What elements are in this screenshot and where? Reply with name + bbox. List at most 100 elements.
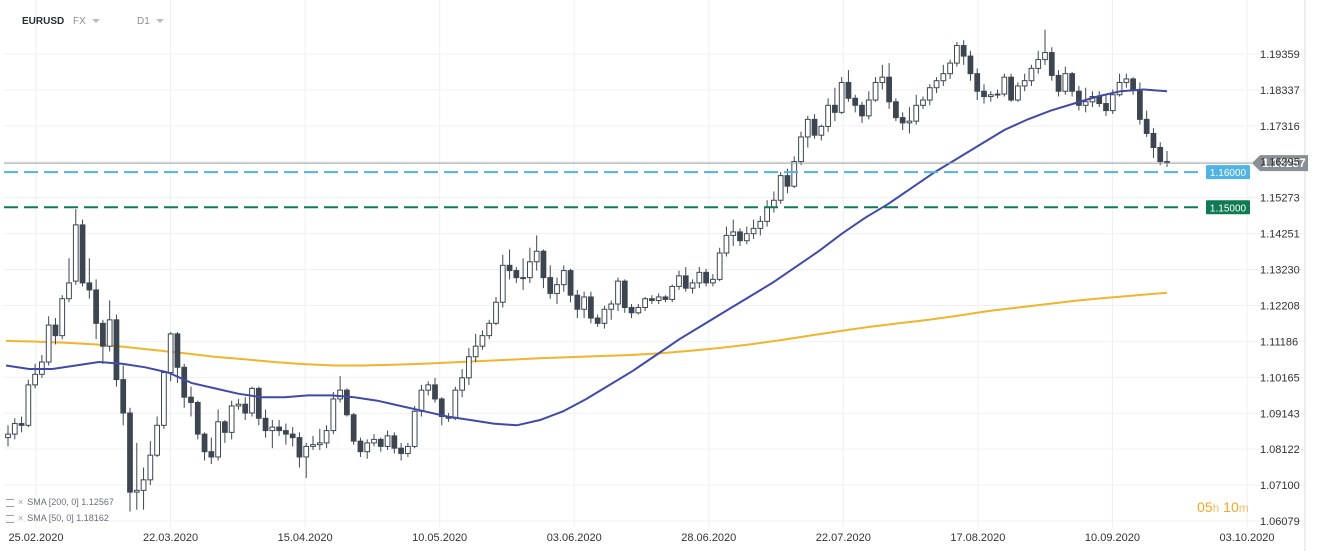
candle [723,226,730,257]
market-selector[interactable]: FX [73,16,100,27]
candle-body [676,275,682,287]
candle [371,434,377,447]
candle [757,216,764,236]
candle [913,94,920,125]
candle-body [920,99,926,106]
y-tick-label: 1.17316 [1260,121,1300,133]
candle-body [940,73,947,82]
legend-sma200: × SMA [200, 0] 1.12567 [6,497,114,507]
candle-body [66,282,72,300]
candle-body [899,117,906,124]
close-icon[interactable]: × [18,513,24,523]
candle-body [59,298,66,337]
candle-body [1130,78,1136,90]
candle [106,300,113,352]
candle [947,59,953,79]
candle-body [696,271,703,284]
candle-body [52,324,59,337]
candle [113,314,120,387]
y-tick-label: 1.12208 [1260,300,1300,312]
candle-body [11,423,18,435]
candle-body [703,271,709,284]
candle [1069,71,1075,97]
candle [730,219,737,246]
candle-body [201,433,208,453]
timeframe-selector[interactable]: D1 [137,16,164,27]
candle [981,84,987,104]
candle-body [1137,88,1143,120]
candle [18,416,25,433]
candle-body [432,384,438,400]
candle [811,114,818,139]
y-tick-label: 1.09143 [1260,408,1300,420]
candle [838,77,845,115]
candle-countdown: 05h 10m [1197,499,1249,515]
candle [174,332,181,384]
candle-body [838,81,845,113]
candle [601,305,608,329]
candle [133,442,140,510]
candle [818,124,825,141]
sma50-line [5,88,1168,427]
candle [798,131,804,166]
candle-body [642,298,648,309]
candle-body [371,438,377,444]
candle-body [533,250,540,263]
candle [384,430,391,450]
candle [466,347,472,385]
candle-body [791,161,798,187]
candle-body [994,93,1001,96]
candle [676,270,682,290]
candle [1123,73,1130,88]
candle-body [303,445,310,458]
y-tick-label: 1.14251 [1260,229,1300,241]
candle [594,314,601,327]
candle [357,437,364,457]
candle-body [777,175,784,201]
candle-body [337,389,343,400]
candle-body [100,322,106,347]
candle [615,277,621,312]
candle [527,247,533,283]
candle [45,316,52,366]
y-tick-label: 1.13230 [1260,265,1300,277]
candle [432,377,438,403]
candle [310,435,316,450]
candle-body [954,45,960,64]
candle-body [323,430,330,444]
candle-body [974,73,981,92]
candle-body [486,322,493,337]
candle [5,425,11,447]
candle [316,428,323,450]
countdown-hours-unit: h [1212,501,1220,515]
close-icon[interactable]: × [18,497,24,507]
candle-body [784,175,791,187]
candle-body [832,104,838,113]
candle [398,442,404,461]
candle [1130,77,1136,95]
level-tag-label: 1.15000 [1210,203,1247,214]
candle [147,441,154,486]
candle-body [601,308,608,324]
candle-body [737,231,743,242]
candle [59,295,66,340]
candle [208,437,215,464]
candle [499,254,506,308]
candle-body [208,451,215,458]
candle-body [391,435,398,449]
candle-body [798,136,804,163]
candle-body [1062,73,1069,92]
candle [194,400,201,440]
candle [296,432,303,468]
candle [560,265,567,292]
candle [628,303,635,319]
sma200-line [5,291,1168,367]
y-tick-label: 1.19359 [1260,49,1300,61]
candle-body [283,430,289,435]
candle [689,279,696,294]
candle-body [493,301,499,324]
candle-body [513,270,520,279]
candle [364,439,371,459]
x-tick-label: 17.08.2020 [950,532,1005,544]
